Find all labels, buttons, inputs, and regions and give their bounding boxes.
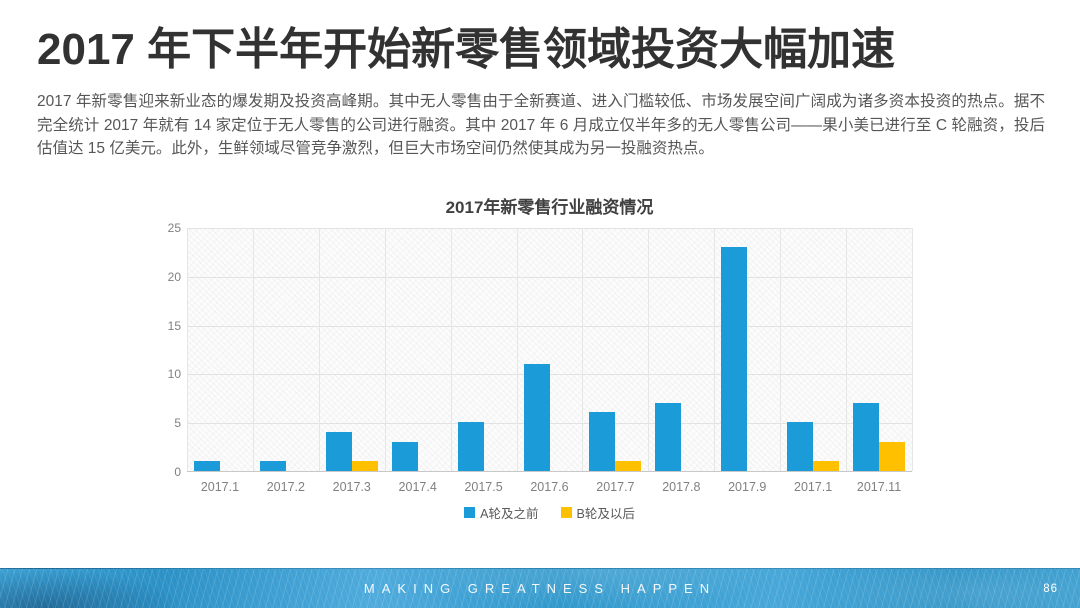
legend-label-series-b: B轮及以后 bbox=[576, 507, 635, 521]
bar-series1-2017.3-value-1 bbox=[351, 461, 378, 471]
bar-series0-2017.1-value-1 bbox=[193, 461, 220, 471]
slide-title: 2017 年下半年开始新零售领域投资大幅加速 bbox=[37, 25, 896, 74]
bar-series0-2017.9-value-23 bbox=[721, 246, 748, 471]
gridline-x-2 bbox=[318, 228, 320, 471]
x-tick-label-5: 2017.6 bbox=[530, 480, 569, 494]
x-tick-label-2: 2017.3 bbox=[332, 480, 371, 494]
gridline-y-20 bbox=[187, 276, 912, 278]
bar-series0-2017.11-value-7 bbox=[853, 402, 880, 471]
chart-title: 2017年新零售行业融资情况 bbox=[445, 198, 654, 217]
bar-series0-2017.8-value-7 bbox=[655, 402, 682, 471]
legend-item-series-a: A轮及之前 bbox=[464, 503, 539, 522]
funding-bar-chart: 2017年新零售行业融资情况 0 5 10 15 20 25 2017.1 2017.2 20… bbox=[155, 185, 925, 540]
gridline-x-4 bbox=[450, 228, 452, 471]
body-paragraph: 2017 年新零售迎来新业态的爆发期及投资高峰期。其中无人零售由于全新赛道、进入… bbox=[37, 93, 1045, 157]
bar-series1-2017.11-value-3 bbox=[879, 441, 906, 471]
gridline-x-1 bbox=[252, 228, 254, 471]
gridline-y-15 bbox=[187, 325, 912, 327]
x-tick-label-0: 2017.1 bbox=[200, 480, 240, 494]
legend-item-series-b: B轮及以后 bbox=[560, 503, 635, 522]
gridline-x-0 bbox=[187, 228, 188, 471]
footer-slogan: MAKING GREATNESS HAPPEN bbox=[363, 581, 717, 596]
gridline-x-3 bbox=[384, 228, 386, 471]
y-tick-label-20: 20 bbox=[167, 269, 181, 284]
gridline-x-10 bbox=[846, 228, 848, 471]
gridline-x-5 bbox=[516, 228, 518, 471]
bar-series0-2017.4-value-3 bbox=[391, 441, 418, 471]
x-tick-label-10: 2017.11 bbox=[856, 480, 902, 494]
bar-series1-2017.7-value-1 bbox=[615, 461, 642, 471]
page-number: 86 bbox=[1043, 582, 1058, 595]
gridline-x-8 bbox=[714, 228, 716, 471]
bar-series0-2017.5-value-5 bbox=[457, 422, 484, 471]
gridline-x-11 bbox=[912, 228, 913, 471]
bar-series0-2017.1-value-5 bbox=[787, 422, 814, 471]
x-tick-label-8: 2017.9 bbox=[728, 480, 767, 494]
x-axis: 2017.1 2017.2 2017.3 2017.4 2017.5 2017.6 2017… bbox=[187, 480, 912, 496]
x-tick-label-1: 2017.2 bbox=[266, 480, 305, 494]
x-tick-label-3: 2017.4 bbox=[398, 480, 437, 494]
chart-legend: A轮及之前 B轮及以后 bbox=[187, 503, 912, 522]
x-tick-label-4: 2017.5 bbox=[464, 480, 503, 494]
gridline-y-25 bbox=[187, 228, 912, 229]
x-tick-label-6: 2017.7 bbox=[596, 480, 635, 494]
bar-series0-2017.2-value-1 bbox=[259, 461, 286, 471]
plot-area bbox=[187, 228, 913, 472]
gridline-y-10 bbox=[187, 374, 912, 376]
bar-series0-2017.3-value-4 bbox=[325, 431, 352, 471]
bar-series1-2017.1-value-1 bbox=[813, 461, 840, 471]
legend-label-series-a: A轮及之前 bbox=[480, 507, 539, 521]
y-tick-label-10: 10 bbox=[167, 367, 181, 382]
gridline-x-7 bbox=[648, 228, 650, 471]
footer-band: MAKING GREATNESS HAPPEN 86 bbox=[0, 568, 1080, 608]
legend-swatch-yellow bbox=[560, 507, 572, 518]
x-tick-label-9: 2017.1 bbox=[794, 480, 833, 494]
bar-series0-2017.7-value-6 bbox=[589, 412, 616, 471]
legend-swatch-blue bbox=[464, 507, 476, 518]
y-tick-label-5: 5 bbox=[174, 416, 181, 431]
y-tick-label-25: 25 bbox=[167, 221, 181, 235]
gridline-x-9 bbox=[780, 228, 782, 471]
gridline-x-6 bbox=[582, 228, 584, 471]
x-tick-label-7: 2017.8 bbox=[662, 480, 701, 494]
gridline-y-5 bbox=[187, 423, 912, 425]
y-tick-label-0: 0 bbox=[174, 465, 181, 479]
bar-series0-2017.6-value-11 bbox=[523, 363, 550, 471]
y-tick-label-15: 15 bbox=[167, 318, 181, 333]
